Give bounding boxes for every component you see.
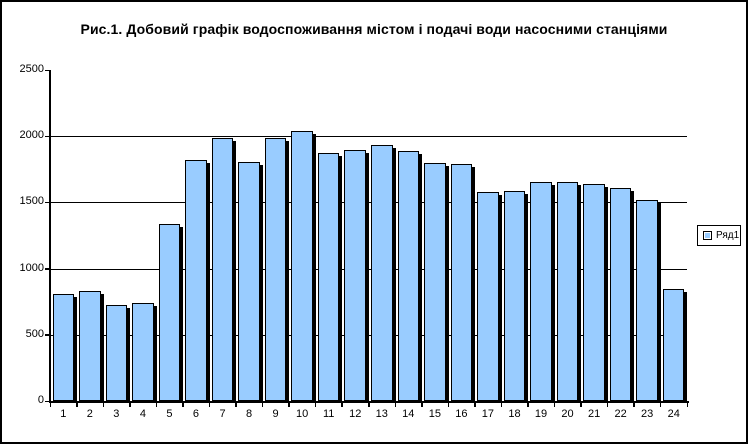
bar-hour-5[interactable] — [158, 224, 181, 401]
bar-hour-4[interactable] — [132, 303, 154, 401]
legend-series-label: Ряд1 — [716, 230, 740, 241]
bar-hour-13[interactable] — [371, 145, 393, 401]
y-axis-label: 1500 — [19, 195, 44, 208]
y-tick — [45, 334, 50, 336]
x-tick — [421, 401, 423, 407]
x-axis-label: 19 — [534, 408, 548, 420]
x-tick — [129, 401, 131, 407]
legend-series-swatch — [703, 231, 712, 240]
bar-hour-6[interactable] — [185, 160, 207, 401]
x-tick — [208, 401, 211, 407]
bar-hour-3[interactable] — [105, 305, 128, 401]
gridline — [50, 136, 687, 138]
y-tick — [45, 69, 50, 71]
x-axis-label: 1 — [60, 408, 67, 420]
x-tick — [633, 401, 635, 407]
bar-hour-16[interactable] — [450, 164, 473, 401]
x-axis-label: 16 — [455, 408, 468, 420]
x-tick — [102, 401, 105, 407]
x-tick — [553, 401, 556, 407]
chart-title: Рис.1. Добовий графік водоспоживання міс… — [80, 21, 668, 37]
x-tick — [527, 401, 529, 407]
gridline — [50, 268, 687, 270]
bar-hour-1[interactable] — [52, 294, 74, 401]
bar-hour-21[interactable] — [583, 184, 605, 401]
y-axis-label: 500 — [25, 327, 44, 340]
x-axis-label: 17 — [481, 408, 495, 420]
y-tick — [45, 135, 50, 138]
bar-hour-18[interactable] — [503, 191, 526, 401]
x-axis-label: 7 — [219, 408, 226, 420]
x-tick — [235, 401, 237, 407]
bar-hour-14[interactable] — [397, 151, 420, 401]
x-tick — [49, 401, 51, 407]
bar-hour-2[interactable] — [79, 291, 101, 401]
bar-hour-8[interactable] — [238, 162, 260, 401]
x-axis-label: 24 — [667, 408, 680, 420]
bar-hour-11[interactable] — [317, 153, 340, 401]
x-axis-label: 23 — [641, 408, 654, 420]
bar-hour-22[interactable] — [609, 188, 632, 401]
y-axis-label: 0 — [37, 394, 44, 406]
x-axis-label: 15 — [428, 408, 441, 420]
bar-hour-20[interactable] — [556, 182, 579, 401]
x-tick — [447, 401, 450, 407]
x-tick — [606, 401, 609, 407]
bar-hour-23[interactable] — [636, 200, 658, 401]
x-tick — [314, 401, 317, 407]
x-axis-label: 5 — [166, 408, 173, 420]
bar-hour-17[interactable] — [477, 192, 499, 401]
y-axis-line — [49, 70, 51, 403]
x-axis-label: 9 — [272, 408, 279, 420]
x-axis-label: 13 — [375, 408, 388, 420]
bar-hour-10[interactable] — [291, 131, 313, 401]
y-axis-label: 2500 — [19, 63, 44, 75]
x-tick — [155, 401, 158, 407]
x-tick — [474, 401, 476, 407]
x-tick — [182, 401, 184, 407]
x-axis-label: 10 — [296, 408, 309, 420]
x-tick — [341, 401, 343, 407]
x-tick — [500, 401, 503, 407]
bar-hour-9[interactable] — [264, 138, 287, 401]
x-axis-label: 22 — [614, 408, 627, 420]
x-tick — [686, 401, 688, 407]
bar-hour-19[interactable] — [530, 182, 552, 401]
gridline — [50, 202, 687, 204]
gridline — [50, 334, 687, 336]
bar-hour-12[interactable] — [344, 150, 366, 401]
x-axis-label: 2 — [86, 408, 93, 420]
y-axis-label: 1000 — [19, 261, 44, 274]
x-tick — [76, 401, 78, 407]
x-axis-label: 14 — [402, 408, 415, 420]
plot-area — [50, 70, 689, 401]
x-axis-label: 20 — [561, 408, 574, 420]
bar-hour-15[interactable] — [424, 163, 446, 401]
y-tick — [45, 201, 50, 204]
x-tick — [288, 401, 290, 407]
x-tick — [261, 401, 264, 407]
bar-hour-7[interactable] — [211, 138, 234, 401]
x-tick — [659, 401, 662, 407]
x-tick — [580, 401, 582, 407]
x-tick — [368, 401, 370, 407]
x-axis-label: 4 — [139, 408, 146, 420]
x-axis-label: 21 — [587, 408, 601, 420]
x-axis-label: 6 — [192, 408, 200, 420]
y-tick — [45, 268, 50, 270]
y-tick — [45, 400, 50, 402]
x-axis-label: 11 — [322, 408, 335, 420]
x-axis-label: 18 — [508, 408, 521, 420]
x-axis-label: 8 — [245, 408, 253, 420]
x-axis-label: 3 — [113, 408, 120, 420]
x-tick — [394, 401, 397, 407]
x-axis-label: 12 — [349, 408, 362, 420]
y-axis-label: 2000 — [19, 129, 44, 142]
legend[interactable]: Ряд1 — [697, 225, 741, 246]
bar-hour-24[interactable] — [662, 289, 685, 401]
